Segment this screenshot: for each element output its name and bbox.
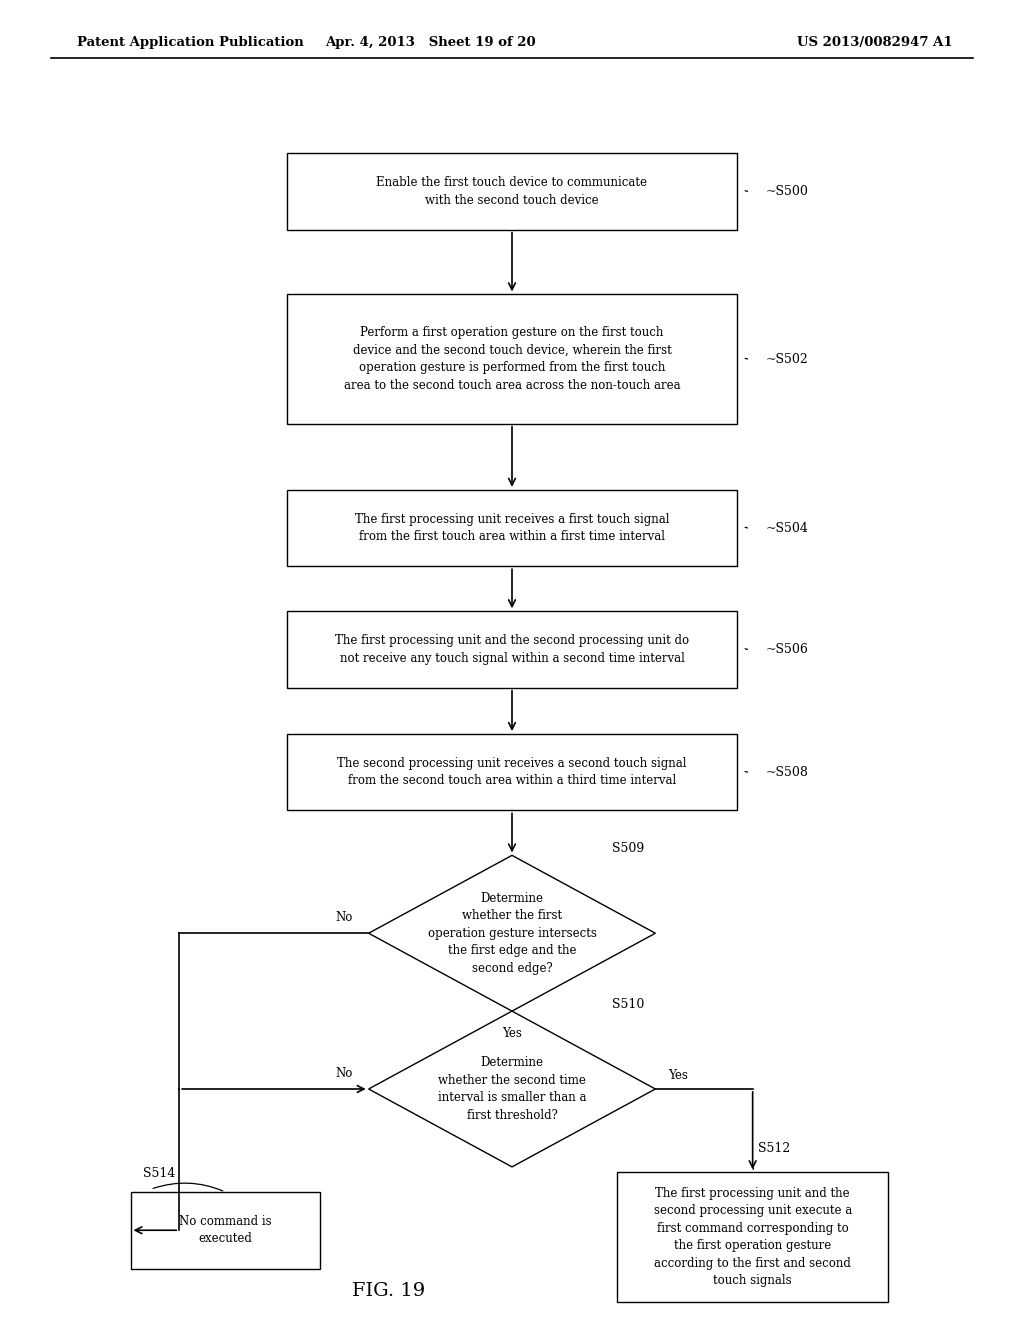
Text: ~S502: ~S502 [766,352,809,366]
Polygon shape [369,1011,655,1167]
Text: No command is
executed: No command is executed [179,1214,271,1246]
Bar [287,611,737,688]
Text: The first processing unit receives a first touch signal
from the first touch are: The first processing unit receives a fir… [354,512,670,544]
Text: ~S506: ~S506 [766,643,809,656]
Text: The first processing unit and the second processing unit do
not receive any touc: The first processing unit and the second… [335,634,689,665]
Bar [616,1172,889,1302]
Text: No: No [336,1067,353,1080]
Polygon shape [369,855,655,1011]
Text: S514: S514 [143,1167,176,1180]
Text: Apr. 4, 2013   Sheet 19 of 20: Apr. 4, 2013 Sheet 19 of 20 [325,36,536,49]
Text: ~S508: ~S508 [766,766,809,779]
Text: US 2013/0082947 A1: US 2013/0082947 A1 [797,36,952,49]
Bar [287,490,737,566]
Text: S512: S512 [758,1142,790,1155]
Bar [287,153,737,230]
Text: Yes: Yes [502,1027,522,1040]
Text: Determine
whether the first
operation gesture intersects
the first edge and the
: Determine whether the first operation ge… [428,892,596,974]
Text: S510: S510 [612,998,645,1011]
Text: No: No [336,911,353,924]
Bar [131,1192,319,1269]
Bar [287,294,737,424]
Text: The first processing unit and the
second processing unit execute a
first command: The first processing unit and the second… [653,1187,852,1287]
Text: Determine
whether the second time
interval is smaller than a
first threshold?: Determine whether the second time interv… [437,1056,587,1122]
Bar [287,734,737,810]
Text: ~S504: ~S504 [766,521,809,535]
Text: S509: S509 [612,842,644,855]
Text: Yes: Yes [668,1069,687,1082]
Text: Perform a first operation gesture on the first touch
device and the second touch: Perform a first operation gesture on the… [344,326,680,392]
Text: The second processing unit receives a second touch signal
from the second touch : The second processing unit receives a se… [337,756,687,788]
Text: FIG. 19: FIG. 19 [352,1282,426,1300]
Text: Patent Application Publication: Patent Application Publication [77,36,303,49]
Text: Enable the first touch device to communicate
with the second touch device: Enable the first touch device to communi… [377,176,647,207]
Text: ~S500: ~S500 [766,185,809,198]
